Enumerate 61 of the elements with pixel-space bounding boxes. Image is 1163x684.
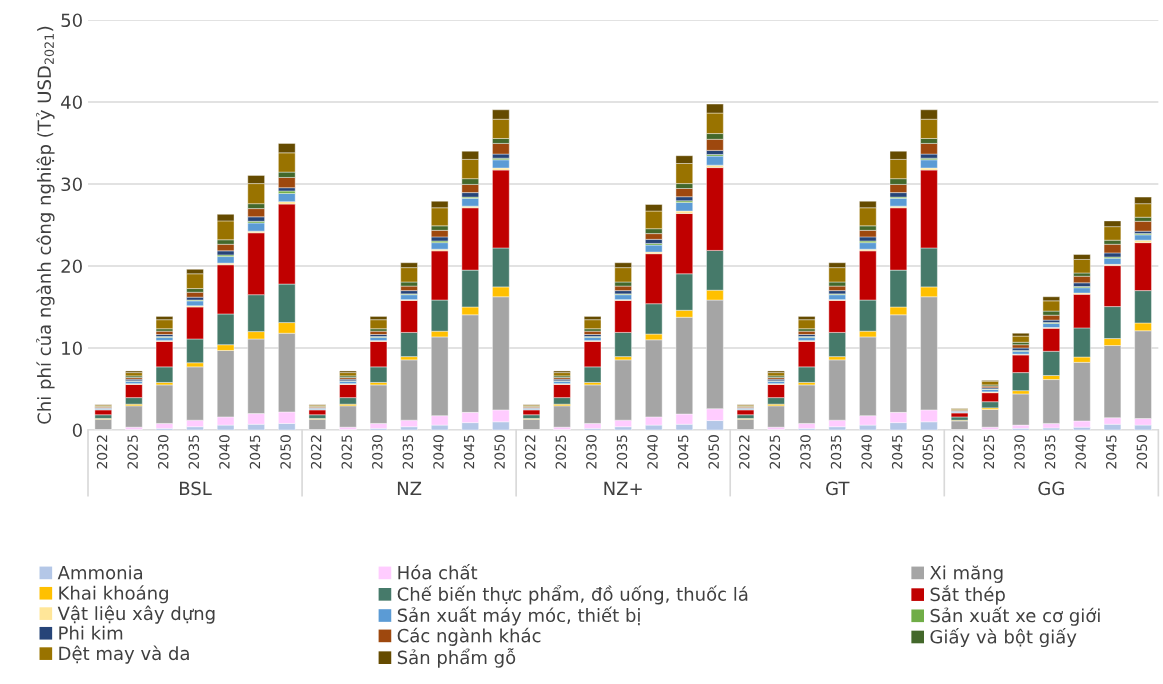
x-tick-label: 2030 — [1014, 435, 1025, 469]
x-tick-label: 2050 — [280, 435, 291, 469]
x-tick-label: 2045 — [1106, 435, 1117, 469]
x-tick-label: 2025 — [555, 435, 567, 469]
x-tick-label: 2025 — [127, 435, 138, 469]
text: NZ — [397, 481, 422, 495]
x-tick-label: 2035 — [616, 435, 628, 469]
legend-label: Hóa chất — [398, 563, 478, 580]
legend-label: Sản xuất máy móc, thiết bị — [397, 606, 640, 626]
text: NZ+ — [604, 481, 642, 495]
x-tick-label: 2040 — [219, 435, 230, 469]
y-tick-label: 20 — [61, 259, 82, 274]
x-tick-label: 2045 — [249, 435, 261, 469]
x-tick-label: 2022 — [953, 435, 964, 469]
legend-label: Vật liệu xây dựng — [57, 605, 215, 624]
x-tick-label: 2030 — [372, 435, 383, 469]
x-tick-label: 2050 — [708, 435, 719, 469]
legend-label: Sản phẩm gỗ — [397, 648, 516, 668]
x-tick-label: 2040 — [433, 435, 444, 469]
y-tick-label: 50 — [61, 13, 82, 28]
x-tick-label: 2035 — [830, 435, 842, 469]
legend-label: Xi măng — [929, 565, 1003, 583]
text: BSL — [180, 481, 212, 496]
x-tick-label: 2045 — [677, 435, 689, 469]
y-tick-label: 0 — [72, 423, 82, 438]
x-tick-label: 2025 — [983, 435, 995, 469]
x-tick-label: 2035 — [402, 435, 414, 469]
text: GG — [1038, 481, 1064, 496]
x-tick-label: 2050 — [1136, 435, 1148, 469]
x-tick-label: 2045 — [463, 435, 475, 469]
text: GT — [826, 481, 850, 496]
legend-label: Các ngành khác — [397, 627, 541, 646]
x-tick-label: 2030 — [157, 435, 169, 469]
y-axis-title: Chi phí của ngành công nghiệp (Tỷ USD$_{2021}$) — [36, 26, 55, 424]
legend-label: Chế biến thực phẩm, đồ uống, thuốc lá — [397, 585, 748, 605]
x-tick-label: 2045 — [891, 435, 903, 469]
legend-label: Sắt thép — [930, 585, 1005, 605]
x-tick-label: 2050 — [494, 435, 505, 469]
x-tick-label: 2035 — [188, 435, 200, 469]
legend-label: Sản xuất xe cơ giới — [930, 606, 1100, 626]
legend-label: Giấy và bột giấy — [930, 628, 1077, 648]
y-tick-label: 10 — [62, 341, 82, 356]
y-tick-label: 40 — [61, 95, 82, 110]
y-tick-label: 30 — [61, 177, 82, 192]
x-tick-label: 2040 — [861, 435, 872, 469]
x-tick-label: 2025 — [769, 435, 781, 469]
x-tick-label: 2030 — [586, 435, 597, 469]
x-tick-label: 2035 — [1044, 435, 1056, 469]
x-tick-label: 2050 — [922, 435, 934, 469]
legend-label: Khai khoáng — [59, 585, 168, 604]
legend-label: Phi kim — [59, 625, 123, 640]
legend-label: Dệt may và da — [59, 645, 189, 664]
x-tick-label: 2040 — [647, 435, 658, 469]
x-tick-label: 2040 — [1075, 435, 1086, 469]
x-tick-label: 2022 — [96, 435, 108, 469]
x-tick-label: 2022 — [524, 435, 536, 469]
x-tick-label: 2030 — [800, 435, 811, 469]
legend-label: Ammonia — [57, 565, 143, 580]
x-tick-label: 2022 — [739, 435, 750, 469]
x-tick-label: 2022 — [310, 435, 322, 469]
x-tick-label: 2025 — [341, 435, 352, 469]
